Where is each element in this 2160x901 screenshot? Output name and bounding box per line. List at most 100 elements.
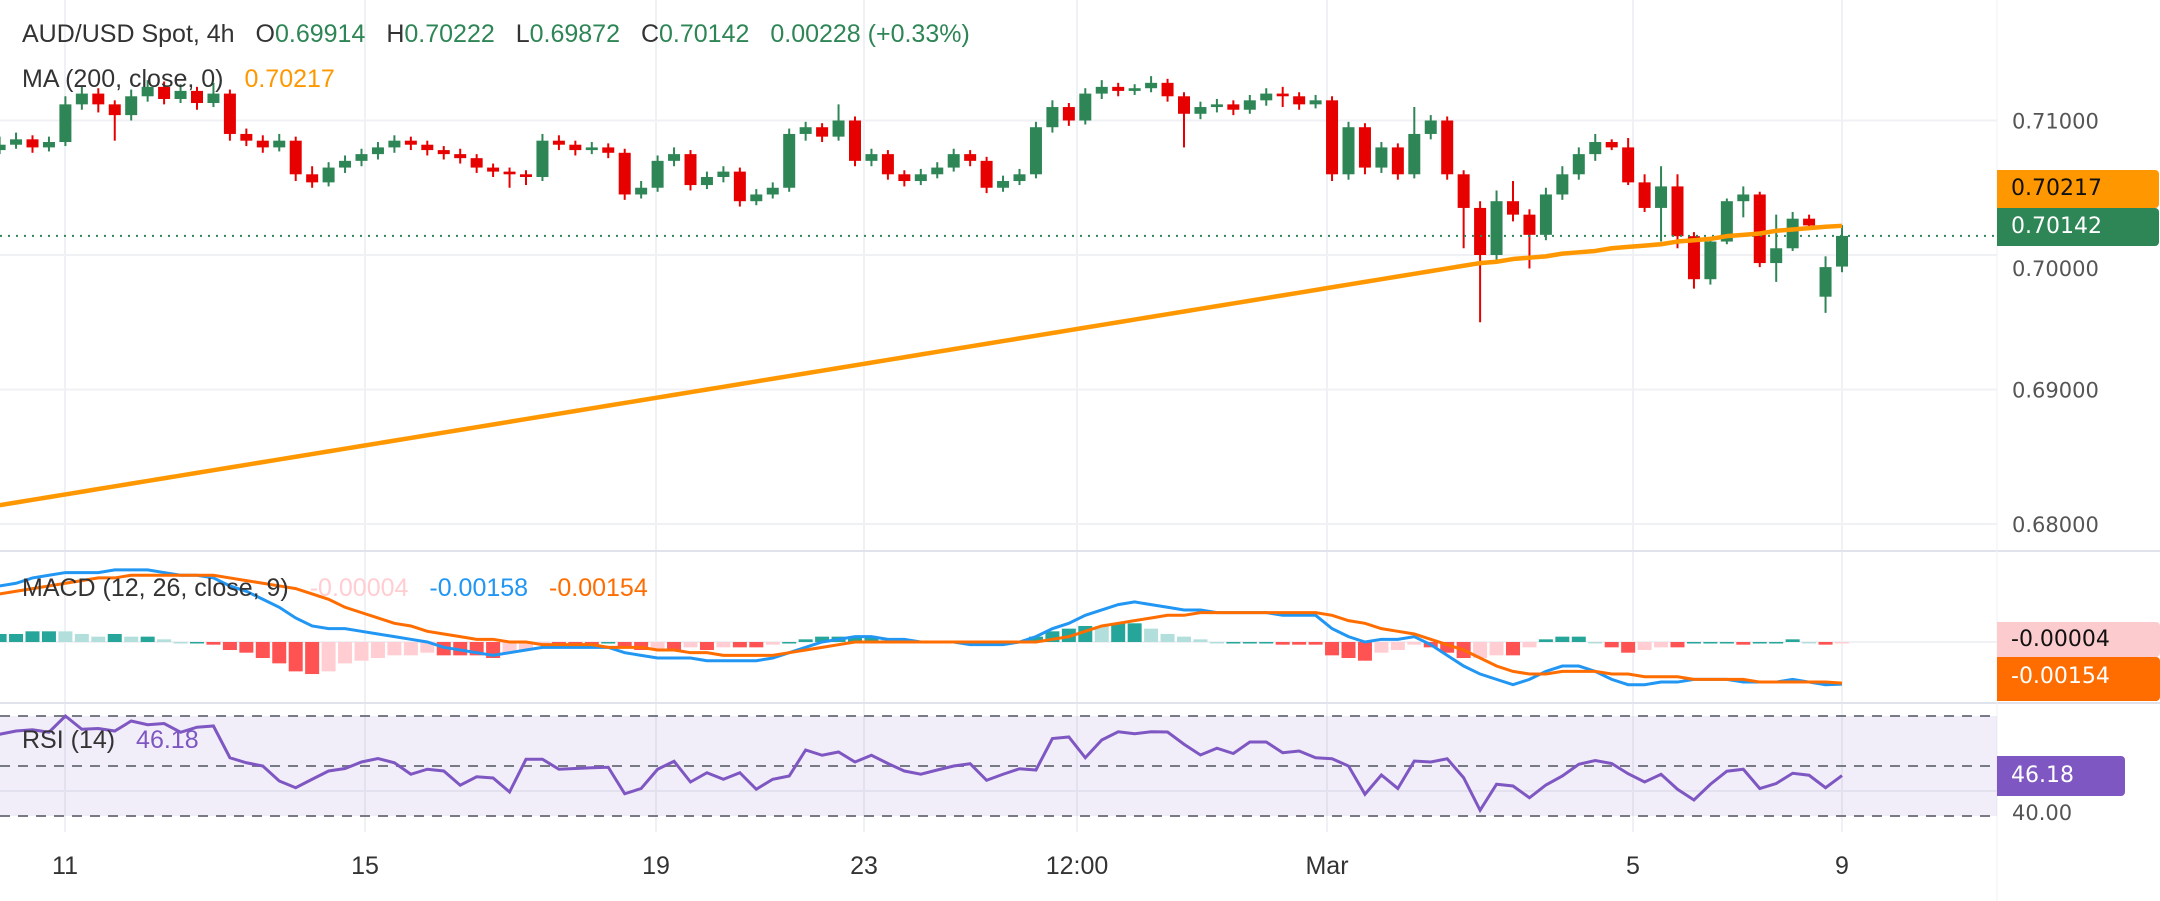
candle <box>1079 88 1092 125</box>
candle-body <box>733 171 746 202</box>
candle <box>75 85 88 110</box>
ma-legend: MA (200, close, 0) 0.70217 <box>22 65 349 94</box>
candle <box>1655 166 1668 242</box>
macd-histogram-bar <box>699 642 714 651</box>
overlays <box>0 223 1997 508</box>
candle-body <box>914 174 927 182</box>
macd-histogram-bar <box>1259 642 1274 644</box>
candle-body <box>1194 107 1207 114</box>
candle <box>1556 166 1569 200</box>
candle <box>1836 225 1848 273</box>
candle-body <box>536 140 549 177</box>
candle <box>1210 98 1223 113</box>
candle-body <box>125 96 138 116</box>
candle <box>1276 86 1289 108</box>
candle <box>1737 186 1750 218</box>
macd-histogram-bar <box>1588 642 1603 644</box>
macd-histogram-bar <box>502 642 517 653</box>
macd-histogram-bar <box>1703 642 1718 644</box>
macd-histogram-bar <box>1555 636 1570 642</box>
macd-histogram-bar <box>683 642 698 648</box>
macd-histogram-bar <box>1571 636 1586 642</box>
candle <box>404 136 417 151</box>
ma-label[interactable]: MA (200, close, 0) <box>22 65 224 93</box>
candle-body <box>750 194 763 202</box>
macd-histogram-bar <box>1325 642 1340 656</box>
candle-body <box>158 86 171 99</box>
candle-body <box>1227 104 1240 110</box>
symbol-title[interactable]: AUD/USD Spot, 4h <box>22 20 235 48</box>
candle <box>1539 187 1552 241</box>
candle <box>388 135 401 153</box>
candle-body <box>1424 120 1437 134</box>
candle-body <box>1095 86 1108 94</box>
macd-histogram-bar <box>848 636 862 642</box>
macd-histogram-bar <box>1390 642 1405 651</box>
candle <box>602 143 615 159</box>
candle-body <box>1260 93 1273 101</box>
candle-body <box>141 86 154 97</box>
candle-body <box>0 144 6 151</box>
candle <box>1638 174 1651 212</box>
rsi-label[interactable]: RSI (14) <box>22 726 116 754</box>
candle-body <box>10 139 23 145</box>
candle <box>42 136 55 152</box>
candle <box>1391 143 1404 180</box>
candle <box>684 150 697 191</box>
candle-body <box>1819 267 1832 297</box>
candle-body <box>1375 147 1388 168</box>
candle <box>832 104 845 141</box>
candle <box>1671 174 1684 249</box>
candle <box>618 148 631 200</box>
candle-body <box>207 93 220 104</box>
macd-histogram-bar <box>74 633 89 642</box>
macd-histogram-bar <box>1785 639 1800 642</box>
candle-body <box>1539 194 1552 235</box>
candle <box>1605 139 1618 151</box>
price-tick-label: 0.69000 <box>2012 379 2099 403</box>
candle <box>1260 88 1273 106</box>
candle-body <box>1622 147 1635 183</box>
candle <box>289 136 302 182</box>
candle-body <box>1309 100 1322 105</box>
candle-body <box>1391 147 1404 175</box>
candle <box>371 142 384 160</box>
high-value: 0.70222 <box>404 20 495 48</box>
candle <box>898 170 911 187</box>
macd-label[interactable]: MACD (12, 26, close, 9) <box>22 574 289 602</box>
candle-body <box>454 154 467 159</box>
candle <box>158 81 171 105</box>
close-value: 0.70142 <box>659 20 750 48</box>
candle-body <box>832 120 845 137</box>
candle <box>1029 121 1042 179</box>
candle-body <box>1210 104 1223 108</box>
macd-histogram-bar <box>1094 625 1109 642</box>
macd-histogram-bar <box>1473 642 1488 659</box>
macd-histogram-bar <box>305 642 320 675</box>
candle-body <box>1671 186 1684 237</box>
candle-body <box>1572 154 1585 175</box>
candle <box>10 132 23 149</box>
candle <box>1358 123 1371 175</box>
candle-body <box>191 90 203 104</box>
macd-histogram-bar <box>58 631 73 642</box>
candle <box>191 86 203 110</box>
price-axis: 0.68000 0.69000 0.70000 0.71000 40.00 <box>2012 110 2099 826</box>
macd-histogram-bar <box>387 642 402 656</box>
candle <box>59 96 72 147</box>
price-tick-label: 0.71000 <box>2012 110 2099 134</box>
macd-histogram-bar <box>864 636 879 642</box>
candle-body <box>1243 100 1256 110</box>
macd-histogram-bar <box>519 642 533 651</box>
macd-histogram-bar <box>354 642 369 661</box>
macd-histogram-bar <box>749 642 764 648</box>
candle <box>0 136 6 155</box>
candle-body <box>487 167 500 172</box>
candle-body <box>92 93 105 105</box>
candle <box>503 167 516 188</box>
candle-body <box>42 142 55 148</box>
candle-body <box>404 140 417 145</box>
ma-value: 0.70217 <box>244 65 335 93</box>
